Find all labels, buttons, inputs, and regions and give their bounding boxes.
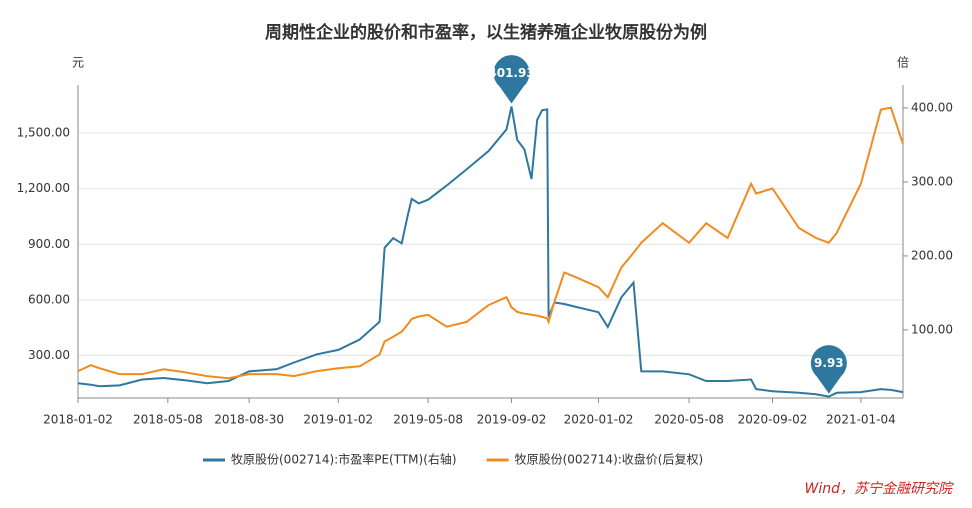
y2-tick-label: 200.00 <box>911 248 953 262</box>
pin <box>493 55 530 104</box>
x-tick-label: 2019-09-02 <box>477 413 547 427</box>
x-tick-label: 2019-05-08 <box>393 413 463 427</box>
y-tick-label: 600.00 <box>28 292 70 306</box>
y-unit: 元 <box>72 56 84 70</box>
x-tick-label: 2020-09-02 <box>738 413 808 427</box>
y2-unit: 倍 <box>897 55 909 70</box>
series-line <box>77 106 904 398</box>
source: Wind，苏宁金融研究院 <box>805 481 954 497</box>
x-tick-label: 2018-05-08 <box>133 413 203 427</box>
y-tick-label: 1,200.00 <box>17 181 70 195</box>
series-line <box>77 106 904 380</box>
chart-title: 周期性企业的股价和市盈率，以生猪养殖企业牧原股份为例 <box>265 22 707 43</box>
y-tick-label: 900.00 <box>28 237 70 251</box>
y2-tick-label: 100.00 <box>911 322 953 336</box>
x-tick-label: 2021-01-04 <box>826 413 896 427</box>
x-tick-label: 2018-08-30 <box>214 413 284 427</box>
x-tick-label: 2020-05-08 <box>654 413 724 427</box>
legend-label: 牧原股份(002714):收盘价(后复权) <box>515 452 704 467</box>
pin <box>810 345 847 394</box>
x-tick-label: 2020-01-02 <box>564 413 634 427</box>
pin-label: 401.93 <box>488 66 534 80</box>
legend-label: 牧原股份(002714):市盈率PE(TTM)(右轴) <box>231 452 457 467</box>
y-tick-label: 1,500.00 <box>17 126 70 140</box>
y2-tick-label: 400.00 <box>911 100 953 114</box>
x-tick-label: 2018-01-02 <box>43 413 113 427</box>
pin-label: 9.93 <box>814 356 844 370</box>
y2-tick-label: 300.00 <box>911 174 953 188</box>
y-tick-label: 300.00 <box>28 348 70 362</box>
x-tick-label: 2019-01-02 <box>303 413 373 427</box>
